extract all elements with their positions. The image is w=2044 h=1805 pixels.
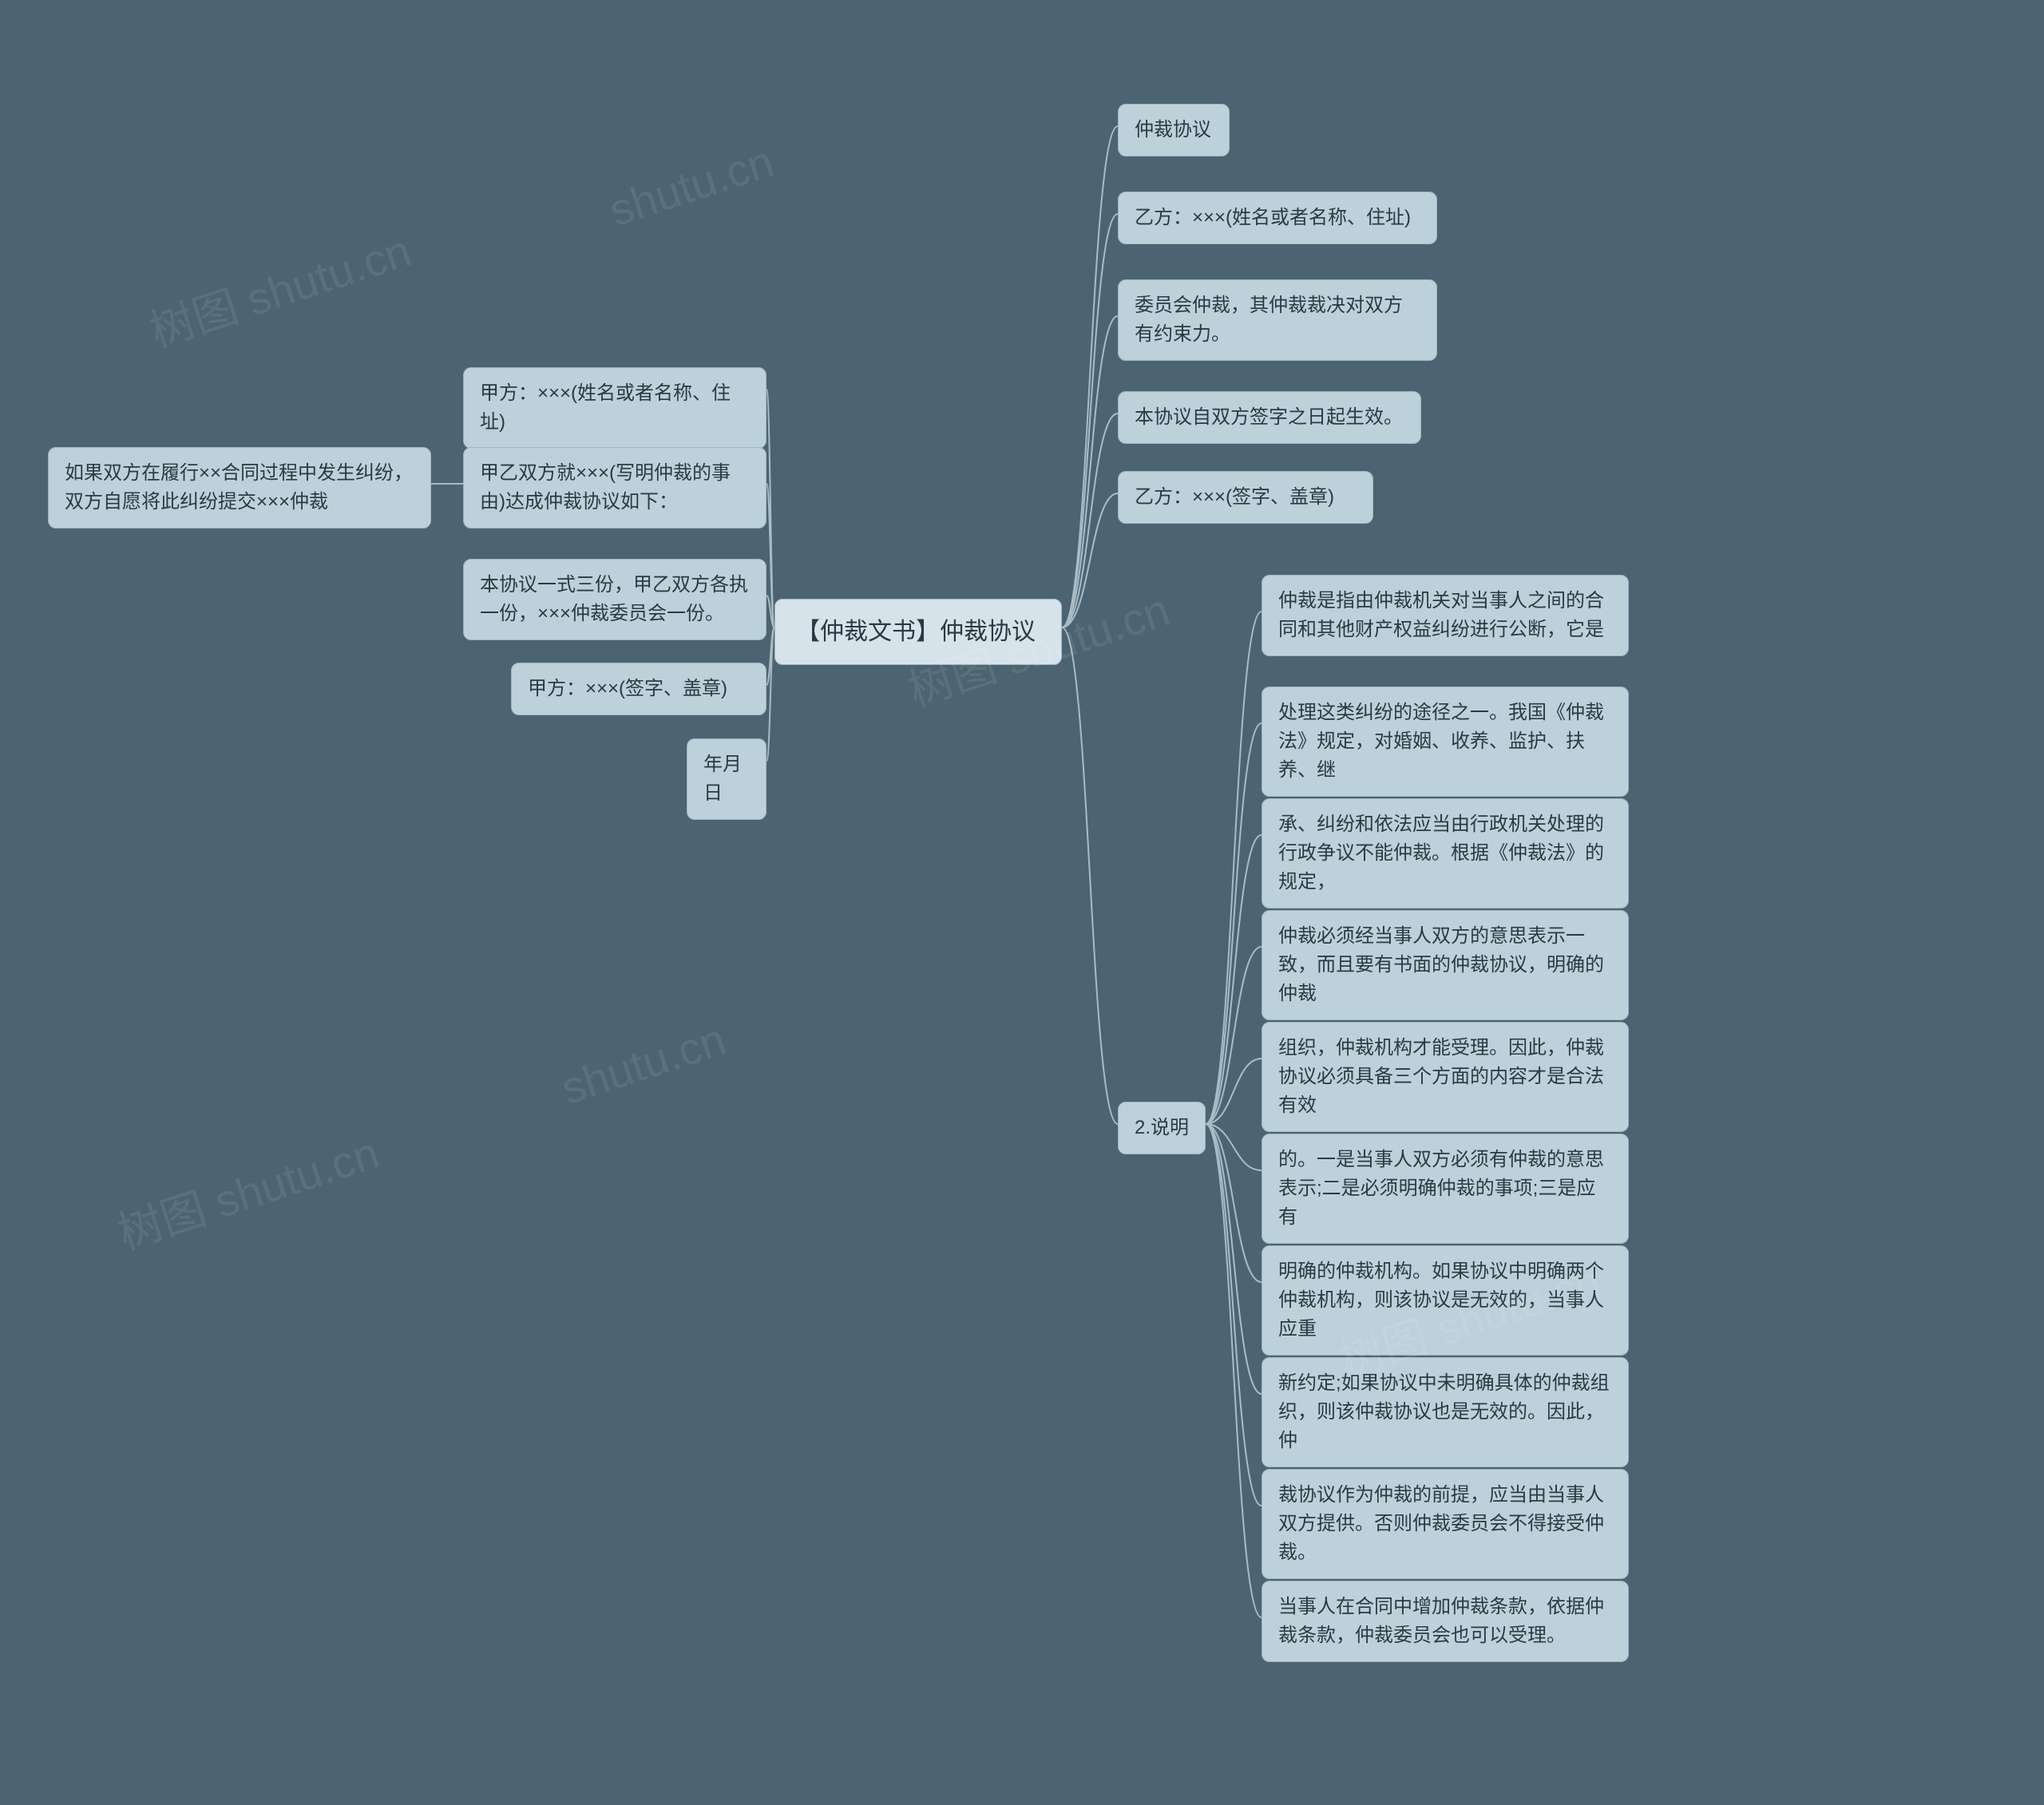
mindmap-node: 处理这类纠纷的途径之一。我国《仲裁法》规定，对婚姻、收养、监护、扶养、继 — [1262, 687, 1629, 797]
mindmap-node: 裁协议作为仲裁的前提，应当由当事人双方提供。否则仲裁委员会不得接受仲裁。 — [1262, 1469, 1629, 1579]
mindmap-node: 委员会仲裁，其仲裁裁决对双方有约束力。 — [1118, 279, 1437, 361]
mindmap-node: 甲方：×××(姓名或者名称、住址) — [463, 367, 766, 449]
mindmap-node: 仲裁是指由仲裁机关对当事人之间的合同和其他财产权益纠纷进行公断，它是 — [1262, 575, 1629, 656]
mindmap-node: 承、纠纷和依法应当由行政机关处理的行政争议不能仲裁。根据《仲裁法》的规定， — [1262, 798, 1629, 908]
mindmap-node: 的。一是当事人双方必须有仲裁的意思表示;二是必须明确仲裁的事项;三是应有 — [1262, 1134, 1629, 1244]
mindmap-node: 甲方：×××(签字、盖章) — [511, 663, 766, 715]
mindmap-node: 乙方：×××(姓名或者名称、住址) — [1118, 192, 1437, 244]
watermark: shutu.cn — [603, 135, 779, 236]
link-layer — [0, 0, 2044, 1805]
mindmap-node: 组织，仲裁机构才能受理。因此，仲裁协议必须具备三个方面的内容才是合法有效 — [1262, 1022, 1629, 1132]
mindmap-node: 新约定;如果协议中未明确具体的仲裁组织，则该仲裁协议也是无效的。因此，仲 — [1262, 1357, 1629, 1467]
mindmap-node: 仲裁协议 — [1118, 104, 1230, 156]
mindmap-node: 甲乙双方就×××(写明仲裁的事由)达成仲裁协议如下： — [463, 447, 766, 528]
mindmap-node: 当事人在合同中增加仲裁条款，依据仲裁条款，仲裁委员会也可以受理。 — [1262, 1581, 1629, 1662]
mindmap-node: 本协议自双方签字之日起生效。 — [1118, 391, 1421, 444]
mindmap-node: 年月日 — [687, 738, 766, 820]
mindmap-node: 【仲裁文书】仲裁协议 — [774, 599, 1062, 665]
mindmap-node: 本协议一式三份，甲乙双方各执一份，×××仲裁委员会一份。 — [463, 559, 766, 640]
mindmap-node: 乙方：×××(签字、盖章) — [1118, 471, 1373, 524]
mindmap-node: 明确的仲裁机构。如果协议中明确两个仲裁机构，则该协议是无效的，当事人应重 — [1262, 1245, 1629, 1356]
mindmap-node: 仲裁必须经当事人双方的意思表示一致，而且要有书面的仲裁协议，明确的仲裁 — [1262, 910, 1629, 1020]
watermark: shutu.cn — [555, 1013, 731, 1114]
watermark: 树图 shutu.cn — [109, 1118, 386, 1263]
mindmap-node: 2.说明 — [1118, 1102, 1206, 1154]
watermark: 树图 shutu.cn — [141, 216, 418, 361]
mindmap-node: 如果双方在履行××合同过程中发生纠纷，双方自愿将此纠纷提交×××仲裁 — [48, 447, 431, 528]
